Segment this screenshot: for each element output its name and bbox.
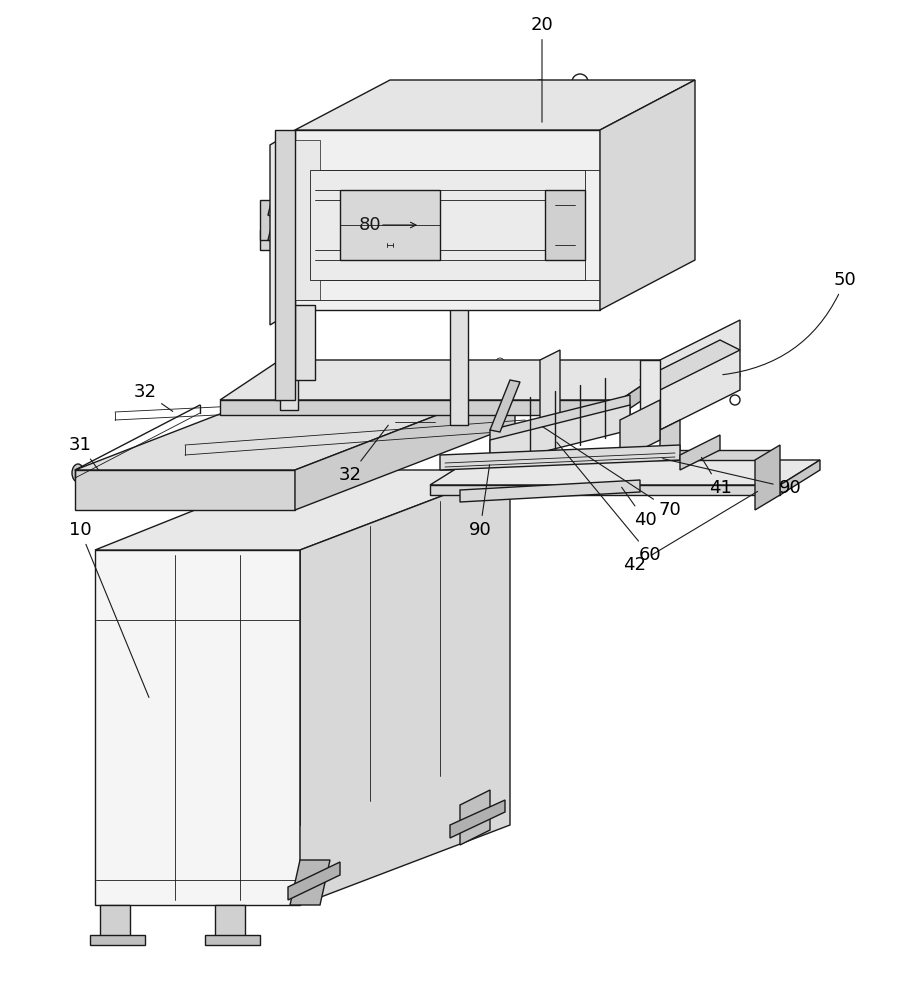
Polygon shape xyxy=(660,320,740,430)
Polygon shape xyxy=(450,800,505,838)
Polygon shape xyxy=(490,380,520,432)
Polygon shape xyxy=(490,395,630,455)
Text: 20: 20 xyxy=(531,16,553,122)
Ellipse shape xyxy=(521,436,539,448)
Ellipse shape xyxy=(72,464,84,482)
Polygon shape xyxy=(270,130,295,325)
Polygon shape xyxy=(620,400,660,460)
Polygon shape xyxy=(75,470,295,510)
Polygon shape xyxy=(620,360,680,415)
Polygon shape xyxy=(545,190,585,260)
Polygon shape xyxy=(290,860,330,905)
Polygon shape xyxy=(490,405,630,465)
Polygon shape xyxy=(280,250,298,410)
Polygon shape xyxy=(660,420,680,460)
Polygon shape xyxy=(268,220,295,250)
Polygon shape xyxy=(295,140,320,300)
Polygon shape xyxy=(460,480,640,502)
Polygon shape xyxy=(440,445,680,470)
Polygon shape xyxy=(430,460,820,485)
Text: 32: 32 xyxy=(134,383,172,411)
Polygon shape xyxy=(780,460,820,495)
Polygon shape xyxy=(275,130,295,400)
Polygon shape xyxy=(640,360,660,430)
Polygon shape xyxy=(295,130,600,310)
Polygon shape xyxy=(95,470,510,550)
Text: 50: 50 xyxy=(723,271,857,375)
Polygon shape xyxy=(535,450,775,460)
Text: 80: 80 xyxy=(358,216,382,234)
Polygon shape xyxy=(450,305,468,425)
Text: 90: 90 xyxy=(663,459,801,497)
Polygon shape xyxy=(220,360,680,400)
Polygon shape xyxy=(220,400,620,415)
Polygon shape xyxy=(75,385,515,470)
Polygon shape xyxy=(295,305,315,380)
Text: 42: 42 xyxy=(623,491,758,574)
Polygon shape xyxy=(755,445,780,510)
Text: 32: 32 xyxy=(339,425,388,484)
Polygon shape xyxy=(95,550,300,905)
Text: 41: 41 xyxy=(701,457,732,497)
Polygon shape xyxy=(268,195,295,225)
Polygon shape xyxy=(640,340,740,390)
Ellipse shape xyxy=(401,422,429,438)
Polygon shape xyxy=(205,935,260,945)
Polygon shape xyxy=(430,485,780,495)
Polygon shape xyxy=(295,80,695,130)
Polygon shape xyxy=(540,350,560,455)
Text: 10: 10 xyxy=(68,521,149,697)
Polygon shape xyxy=(460,790,490,845)
Polygon shape xyxy=(680,435,720,470)
Text: 70: 70 xyxy=(542,427,682,519)
Polygon shape xyxy=(340,190,440,260)
Polygon shape xyxy=(90,935,145,945)
Polygon shape xyxy=(260,200,280,240)
Polygon shape xyxy=(310,170,585,280)
Polygon shape xyxy=(100,905,130,940)
Text: 60: 60 xyxy=(557,442,661,564)
Text: 90: 90 xyxy=(469,465,491,539)
Text: 40: 40 xyxy=(621,487,656,529)
Text: 31: 31 xyxy=(68,436,99,470)
Polygon shape xyxy=(215,905,245,940)
Polygon shape xyxy=(295,385,515,510)
Polygon shape xyxy=(288,862,340,900)
Polygon shape xyxy=(300,470,510,905)
Polygon shape xyxy=(260,230,305,250)
Polygon shape xyxy=(600,80,695,310)
